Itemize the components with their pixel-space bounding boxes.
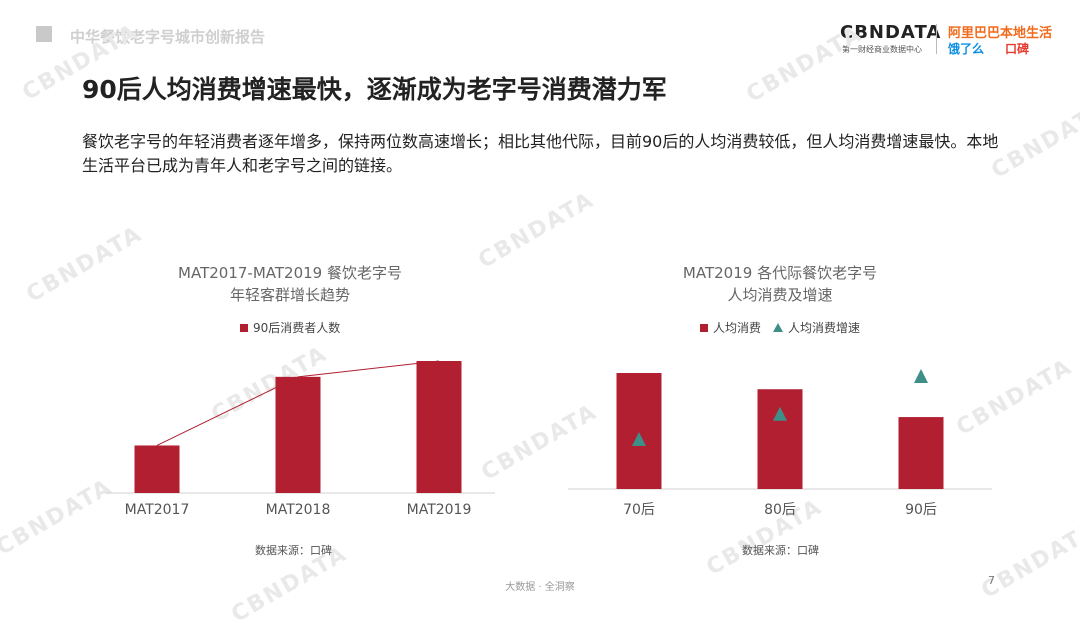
summary-text: 餐饮老字号的年轻消费者逐年增多，保持两位数高速增长；相比其他代际，目前90后的人… bbox=[82, 132, 999, 175]
bar-legend-swatch-icon bbox=[240, 323, 248, 332]
chart1-title-line2: 年轻客群增长趋势 bbox=[229, 286, 350, 304]
chart1-bar bbox=[416, 361, 462, 493]
eleme-logo: 饿了么 bbox=[948, 42, 985, 56]
brand-divider bbox=[936, 24, 937, 54]
chart1-trend-line bbox=[156, 360, 440, 446]
chart2-category-label: 90后 bbox=[905, 502, 937, 518]
chart1-legend-label: 90后消费者人数 bbox=[253, 321, 341, 335]
chart2-growth-marker bbox=[632, 432, 646, 446]
chart2-legend-bar-label: 人均消费 bbox=[713, 321, 762, 335]
page-title: 90后人均消费增速最快，逐渐成为老字号消费潜力军 bbox=[82, 75, 667, 104]
chart2-source: 数据来源：口碑 bbox=[742, 544, 819, 557]
chart1-category-label: MAT2017 bbox=[125, 502, 190, 518]
chart2-bar bbox=[616, 373, 662, 489]
chart2-title-line2: 人均消费及增速 bbox=[727, 286, 833, 304]
chart1-bar bbox=[134, 445, 180, 493]
chart1-source: 数据来源：口碑 bbox=[255, 544, 332, 557]
chart2-legend: 人均消费 人均消费增速 bbox=[700, 319, 860, 336]
koubei-logo: 口碑 bbox=[1005, 42, 1030, 56]
chart2-growth-marker bbox=[773, 406, 787, 421]
cbndata-subtitle: 第一财经商业数据中心 bbox=[842, 45, 922, 54]
chart1-category-label: MAT2019 bbox=[407, 502, 472, 518]
page-number: 7 bbox=[988, 574, 995, 587]
chart2-growth-marker bbox=[914, 369, 928, 383]
chart2-title: MAT2019 各代际餐饮老字号 人均消费及增速 bbox=[580, 262, 980, 306]
chart1-legend: 90后消费者人数 bbox=[240, 319, 340, 336]
chart2-bar bbox=[898, 417, 944, 489]
chart2-category-label: 70后 bbox=[623, 502, 655, 518]
alibaba-local-logo: 阿里巴巴本地生活 bbox=[948, 26, 1053, 41]
cbndata-logo: CBNDATA bbox=[840, 22, 942, 43]
bar-legend-swatch-icon bbox=[700, 323, 708, 332]
chart2-plot: 70后 80后 90后 bbox=[568, 369, 992, 518]
chart2-legend-marker-label: 人均消费增速 bbox=[788, 321, 861, 335]
chart2-bar bbox=[757, 389, 803, 489]
chart2-category-label: 80后 bbox=[764, 502, 796, 518]
chart1-plot: MAT2017 MAT2018 MAT2019 bbox=[105, 360, 495, 518]
chart1-category-label: MAT2018 bbox=[266, 502, 331, 518]
header-square-icon bbox=[36, 26, 52, 42]
triangle-legend-icon bbox=[773, 323, 784, 332]
watermark: CBNDATA bbox=[474, 187, 599, 274]
footer-slogan: 大数据 · 全洞察 bbox=[505, 582, 575, 593]
chart2-title-line1: MAT2019 各代际餐饮老字号 bbox=[682, 264, 878, 282]
chart1-bar bbox=[275, 376, 321, 493]
report-title: 中华餐饮老字号城市创新报告 bbox=[70, 28, 266, 46]
watermark: CBNDATA bbox=[742, 21, 867, 108]
chart1-title-line1: MAT2017-MAT2019 餐饮老字号 bbox=[178, 264, 402, 282]
chart1-title: MAT2017-MAT2019 餐饮老字号 年轻客群增长趋势 bbox=[90, 262, 490, 306]
